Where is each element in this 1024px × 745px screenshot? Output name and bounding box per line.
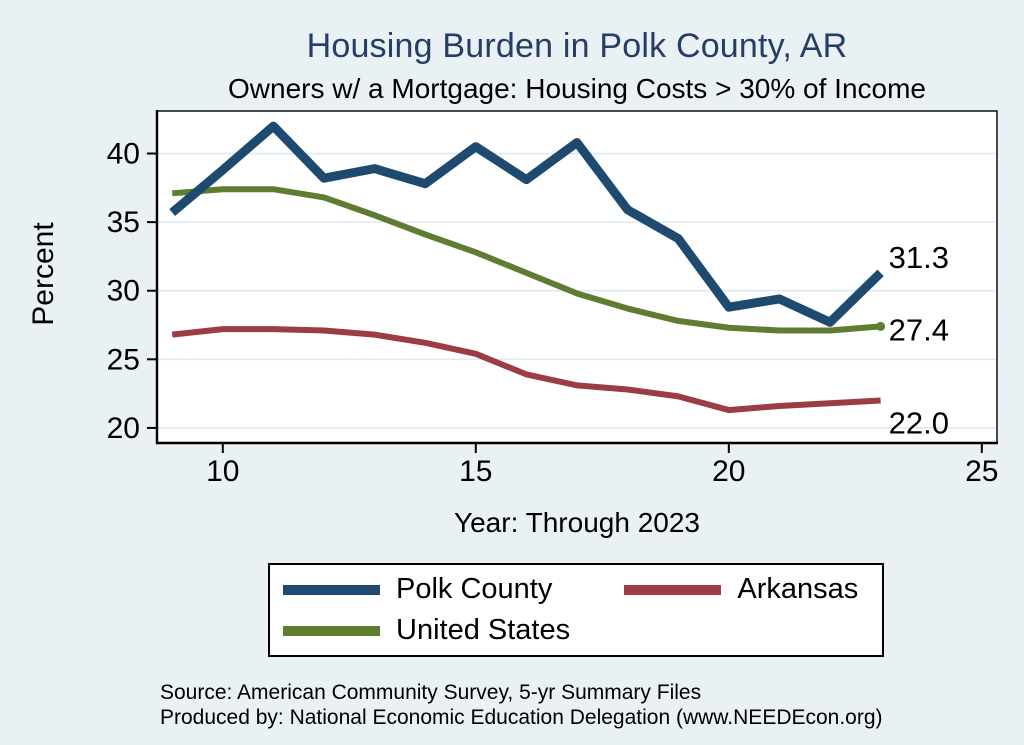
legend: Polk County Arkansas United States	[268, 563, 884, 657]
y-tick-label: 40	[107, 138, 140, 171]
series-line-arkansas	[171, 326, 881, 414]
arkansas-line-swatch	[624, 584, 722, 595]
y-tick-label: 30	[107, 275, 140, 308]
footer: Source: American Community Survey, 5-yr …	[160, 680, 883, 730]
x-tick-label: 25	[965, 455, 998, 488]
legend-label-arkansas: Arkansas	[737, 573, 859, 605]
legend-item-united-states: United States	[283, 614, 624, 647]
x-axis-label: Year: Through 2023	[454, 507, 700, 538]
x-tick-label: 20	[712, 455, 745, 488]
source-note: Source: American Community Survey, 5-yr …	[160, 681, 702, 704]
series-line-polk-county	[169, 121, 884, 327]
y-tick-label: 25	[107, 343, 140, 376]
legend-label-united-states: United States	[396, 614, 571, 646]
series-line-united-states	[171, 186, 881, 334]
y-tick-label: 20	[107, 412, 140, 445]
chart-subtitle: Owners w/ a Mortgage: Housing Costs > 30…	[228, 73, 926, 104]
end-value-label-united-states: 27.4	[889, 312, 949, 347]
polk-county-line-swatch	[283, 584, 380, 595]
y-tick-label: 35	[107, 206, 140, 239]
legend-label-polk-county: Polk County	[396, 573, 553, 605]
end-value-label-arkansas: 22.0	[889, 405, 949, 440]
legend-item-polk-county: Polk County	[283, 573, 624, 606]
x-tick-label: 15	[459, 455, 492, 488]
x-tick-label: 10	[206, 455, 239, 488]
legend-item-arkansas: Arkansas	[624, 573, 882, 606]
produced-by-note: Produced by: National Economic Education…	[160, 706, 883, 729]
chart-title: Housing Burden in Polk County, AR	[306, 27, 848, 65]
united-states-line-swatch	[283, 625, 380, 636]
end-marker-united-states	[876, 321, 886, 331]
end-value-label-polk-county: 31.3	[889, 240, 949, 275]
